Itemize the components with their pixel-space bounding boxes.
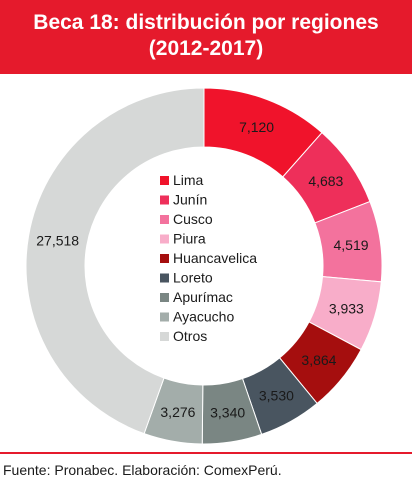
legend-swatch-huancavelica — [160, 254, 169, 263]
slice-label-junin: 4,683 — [308, 173, 343, 189]
legend-label-lima: Lima — [173, 172, 204, 188]
legend-label-ayacucho: Ayacucho — [173, 309, 234, 325]
legend-swatch-junin — [160, 195, 169, 205]
slice-label-apurimac: 3,340 — [210, 405, 245, 421]
slice-label-ayacucho: 3,276 — [160, 404, 195, 420]
donut-chart-svg: 7,120 4,683 4,519 3,933 3,864 3,530 3,340 3,276… — [25, 87, 383, 445]
legend-swatch-otros — [160, 332, 169, 341]
legend-swatch-ayacucho — [160, 312, 169, 322]
legend-swatch-apurimac — [160, 293, 169, 302]
legend-swatch-lima — [160, 176, 169, 185]
title-line-1: Beca 18: distribución por regiones — [33, 11, 379, 34]
legend-label-piura: Piura — [173, 231, 206, 247]
slice-label-otros: 27,518 — [36, 233, 79, 249]
title-line-2: (2012-2017) — [148, 37, 264, 60]
slice-label-loreto: 3,530 — [259, 388, 294, 404]
slice-label-huancavelica: 3,864 — [301, 352, 336, 368]
donut-chart: 7,120 4,683 4,519 3,933 3,864 3,530 3,340 3,276… — [0, 74, 412, 450]
slice-label-cusco: 4,519 — [334, 237, 369, 253]
source-note: Fuente: Pronabec. Elaboración: ComexPerú… — [3, 462, 282, 478]
legend-label-junin: Junín — [173, 192, 207, 208]
slice-label-lima: 7,120 — [239, 119, 274, 135]
slice-label-piura: 3,933 — [329, 300, 364, 316]
legend-label-otros: Otros — [173, 328, 207, 344]
legend-label-apurimac: Apurímac — [173, 289, 233, 305]
chart-title: Beca 18: distribución por regiones (2012… — [0, 0, 412, 74]
legend-label-loreto: Loreto — [173, 270, 213, 286]
legend-swatch-loreto — [160, 273, 169, 283]
footer-divider — [0, 452, 412, 454]
legend-label-huancavelica: Huancavelica — [173, 250, 257, 266]
legend-swatch-piura — [160, 234, 169, 244]
legend-label-cusco: Cusco — [173, 211, 213, 227]
slice-otros — [25, 87, 205, 435]
legend-swatch-cusco — [160, 215, 169, 224]
